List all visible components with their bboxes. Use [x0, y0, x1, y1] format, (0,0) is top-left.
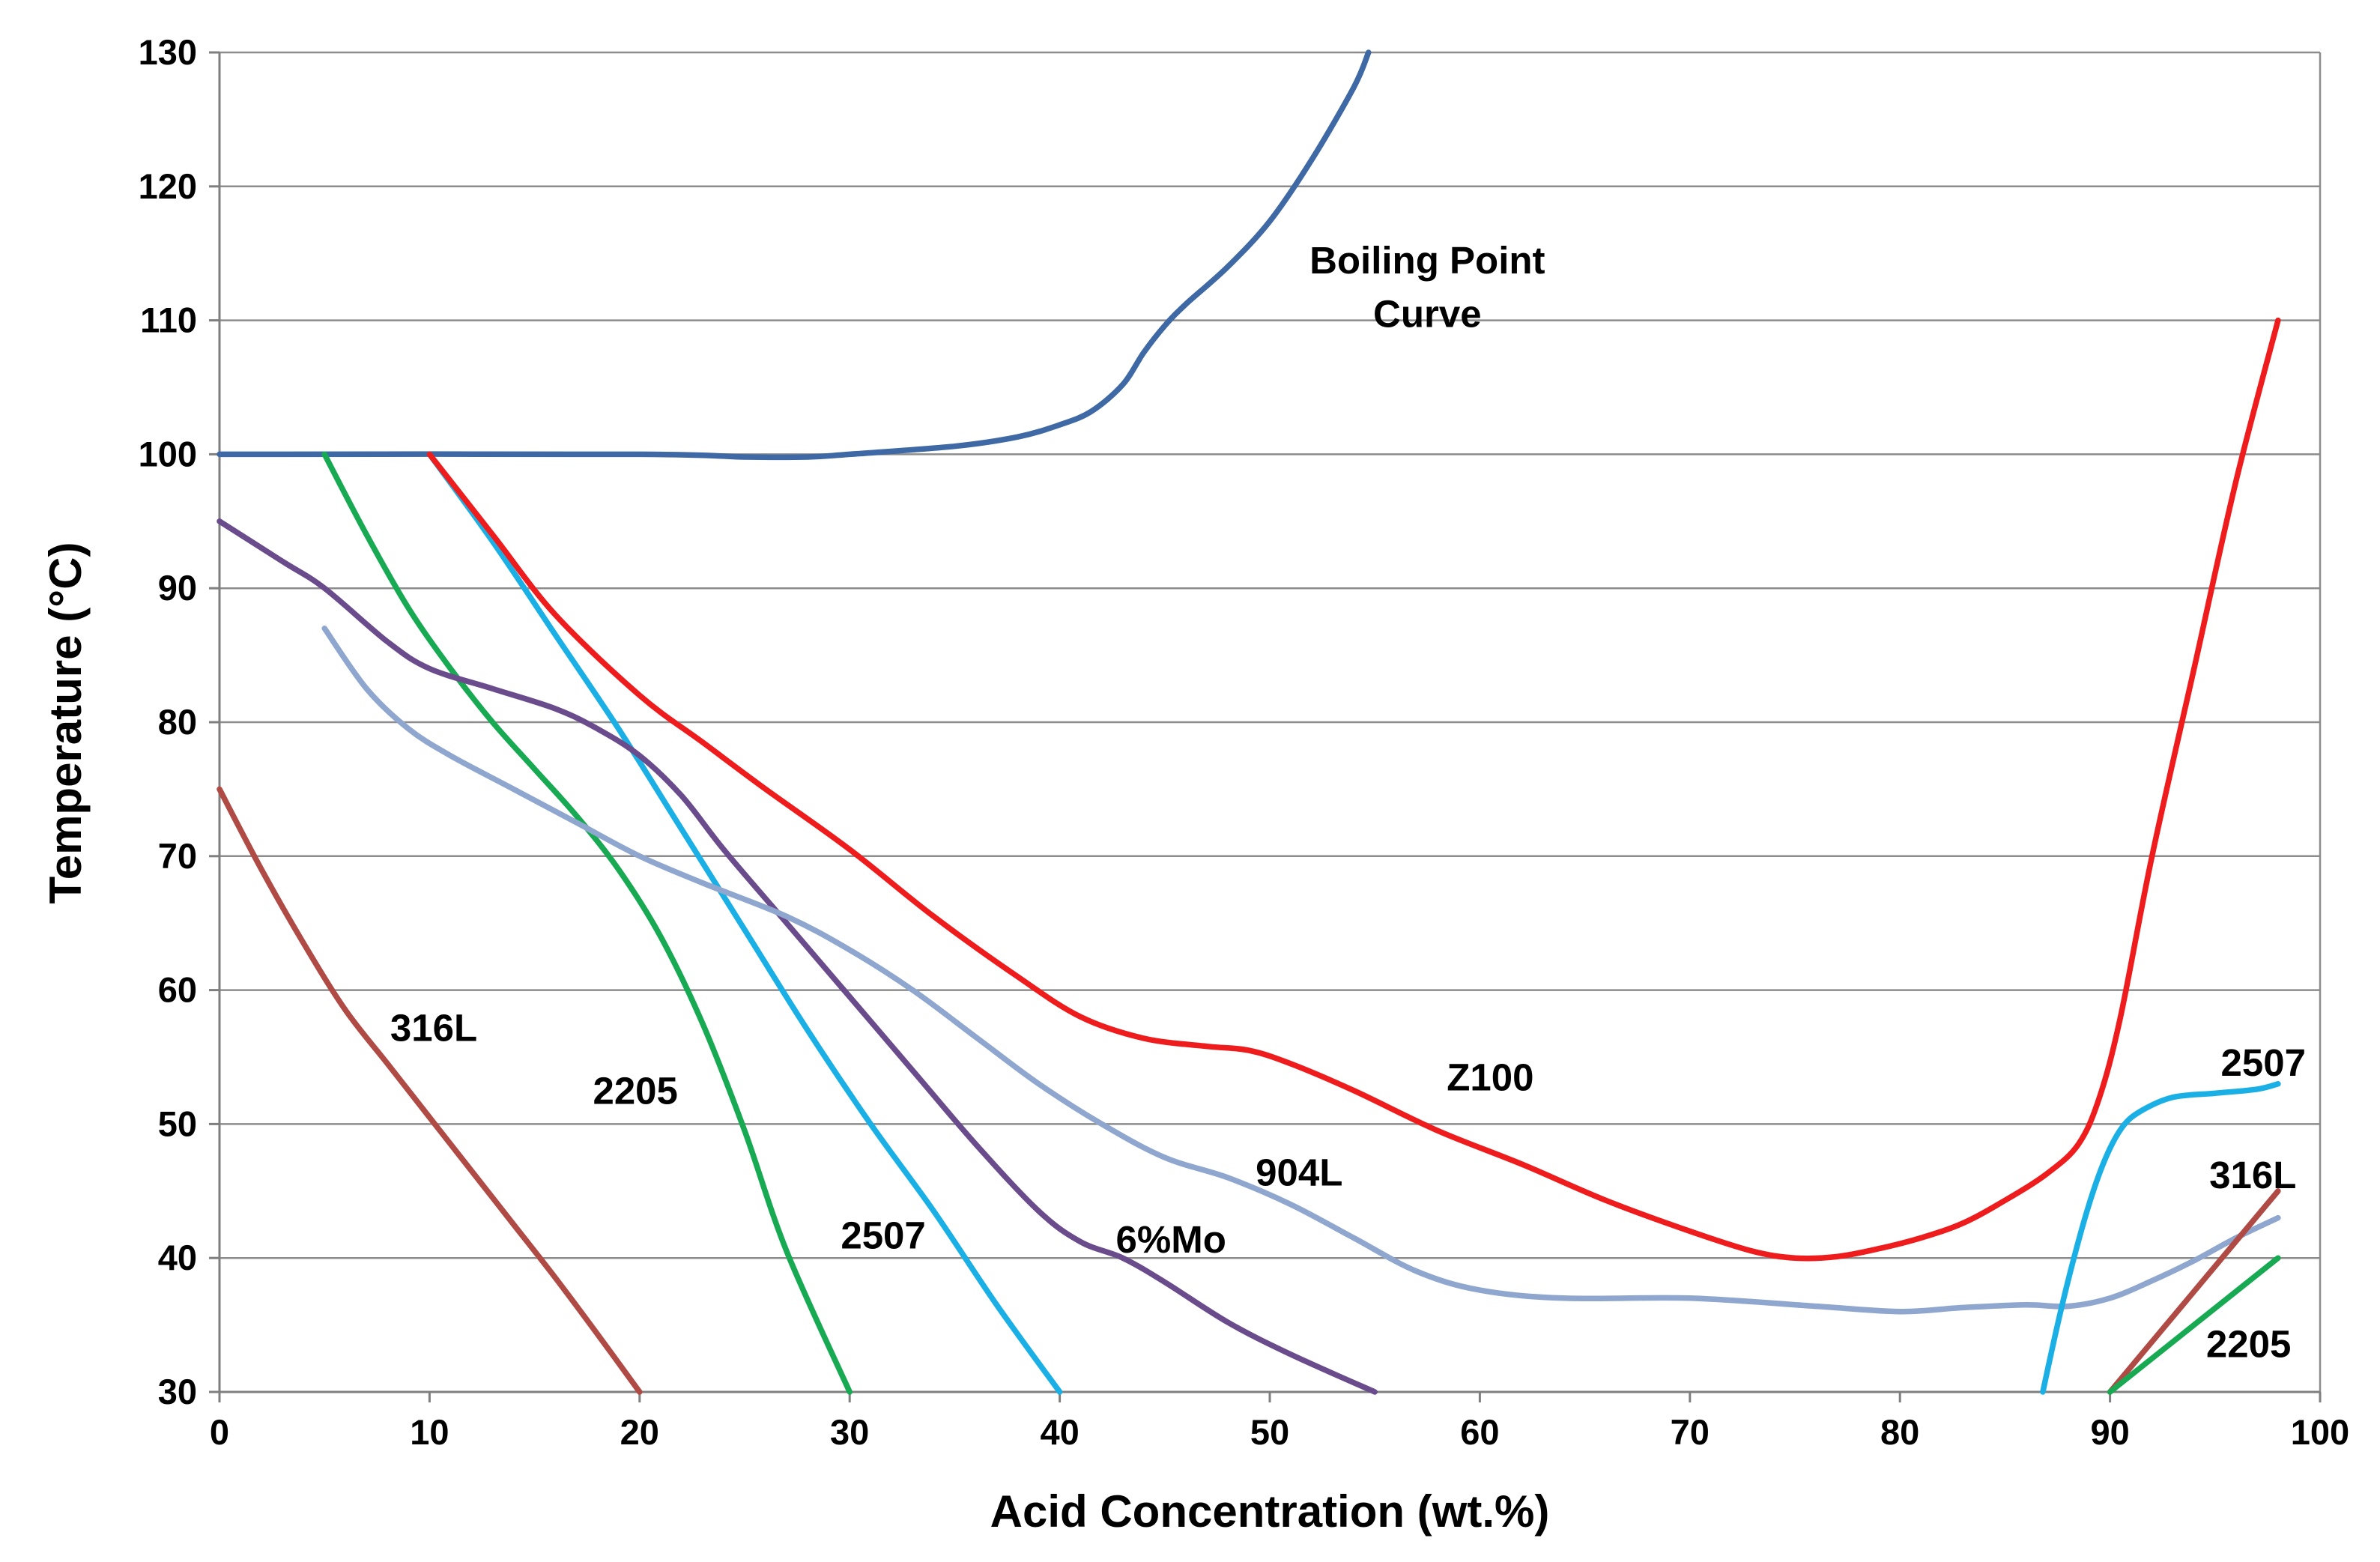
y-tick-label-80: 80 [158, 702, 197, 742]
annotation-316l-9: 316L [2209, 1154, 2296, 1196]
annotations: Boiling Point Curve 316L 2205 2507 6%Mo 904L Z1… [390, 239, 2306, 1365]
annotation-904l-6: 904L [1256, 1151, 1342, 1194]
x-tick-label-80: 80 [1880, 1412, 1919, 1452]
x-tick-label-20: 20 [620, 1412, 659, 1452]
annotation-boiling-point-0: Boiling Point [1309, 239, 1545, 282]
x-axis-title: Acid Concentration (wt.%) [990, 1486, 1550, 1537]
series-line-904l-5 [321, 626, 2281, 1315]
x-tick-label-70: 70 [1671, 1412, 1710, 1452]
x-tick-label-40: 40 [1040, 1412, 1079, 1452]
annotation-2205-3: 2205 [593, 1070, 677, 1113]
annotation-2507-4: 2507 [841, 1214, 925, 1257]
y-tick-label-130: 130 [139, 32, 197, 72]
x-tick-label-90: 90 [2090, 1412, 2129, 1452]
annotation-z100-7: Z100 [1447, 1056, 1533, 1099]
series-line-2507-7 [2040, 1081, 2281, 1395]
annotation-316l-2: 316L [390, 1007, 477, 1050]
series-line-boiling-point-curve-0 [216, 49, 1372, 461]
x-tick-labels: 0 10 20 30 40 50 60 70 80 90 100 [210, 1412, 2349, 1452]
series-line-316l-1 [216, 786, 643, 1395]
y-tick-label-70: 70 [158, 836, 197, 876]
x-tick-label-10: 10 [410, 1412, 449, 1452]
series-line-2205-2 [321, 451, 853, 1395]
y-tick-label-110: 110 [140, 300, 197, 340]
y-tick-label-90: 90 [158, 568, 197, 608]
axes [209, 51, 2322, 1402]
gridlines [219, 51, 2322, 1393]
series-line-316l-8 [2107, 1188, 2281, 1395]
annotation-2205-10: 2205 [2206, 1323, 2291, 1366]
y-tick-label-50: 50 [158, 1104, 197, 1143]
y-axis-title: Temperature (°C) [40, 542, 91, 904]
series-line-2205-9 [2107, 1255, 2281, 1395]
y-tick-label-60: 60 [158, 970, 197, 1010]
y-tick-labels: 30 40 50 60 70 80 90 100 110 120 130 [139, 32, 197, 1411]
x-tick-label-0: 0 [210, 1412, 229, 1452]
y-tick-label-30: 30 [158, 1372, 197, 1411]
x-tick-label-50: 50 [1250, 1412, 1289, 1452]
series-line-z100-6 [426, 317, 2281, 1262]
annotation-6pctmo-5: 6%Mo [1116, 1218, 1226, 1261]
annotation-curve-1: Curve [1373, 293, 1482, 336]
annotation-2507-8: 2507 [2221, 1041, 2306, 1084]
series-lines [216, 49, 2281, 1395]
series-line-6pctmo-4 [216, 518, 1378, 1395]
y-tick-label-40: 40 [158, 1238, 197, 1277]
y-tick-label-120: 120 [139, 166, 197, 206]
y-tick-label-100: 100 [139, 434, 197, 473]
x-tick-label-100: 100 [2291, 1412, 2349, 1452]
x-tick-label-30: 30 [830, 1412, 869, 1452]
series-line-2507-3 [426, 451, 1063, 1395]
x-tick-label-60: 60 [1460, 1412, 1499, 1452]
